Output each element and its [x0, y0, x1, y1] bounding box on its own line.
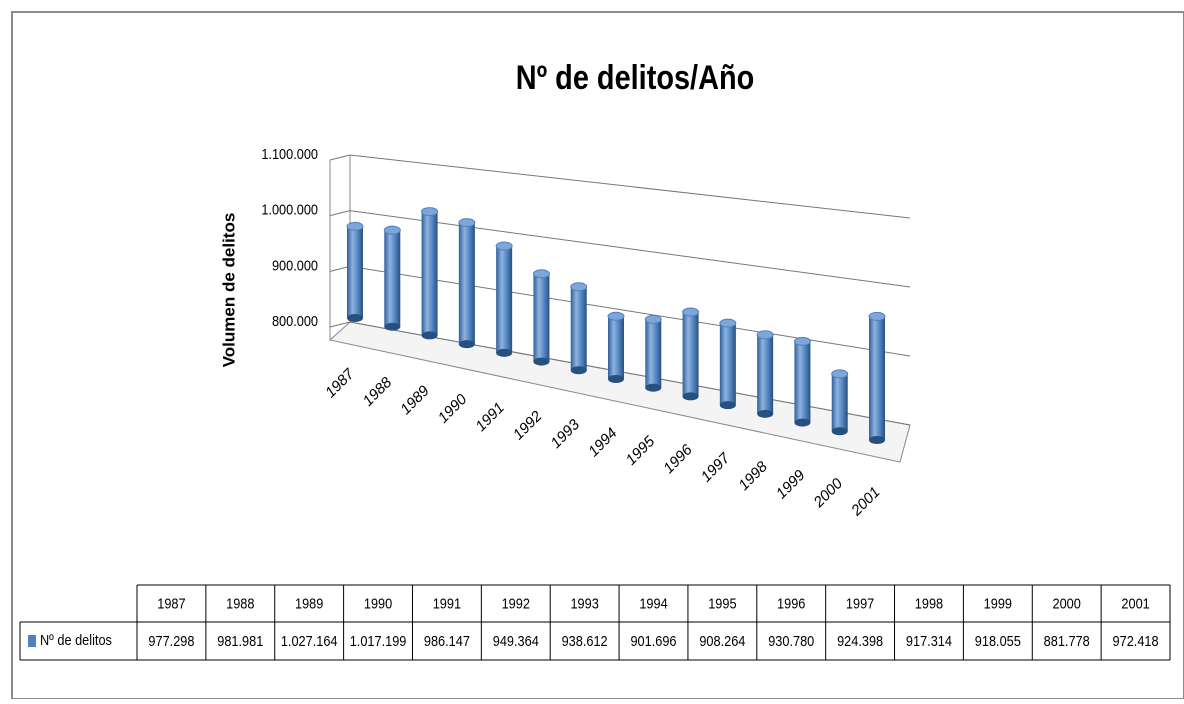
- bar-top: [421, 207, 439, 217]
- bar: [421, 211, 438, 336]
- bar-top: [682, 307, 700, 317]
- bar-top: [495, 241, 513, 251]
- bar-base: [347, 314, 363, 322]
- table-header: 1999: [984, 594, 1013, 611]
- table-value: 938.612: [562, 632, 608, 649]
- table-value: 930.780: [768, 632, 814, 649]
- table-value: 881.778: [1044, 632, 1090, 649]
- bar-top: [532, 269, 550, 279]
- bar-base: [645, 383, 662, 392]
- bar: [608, 316, 624, 379]
- bar-base: [458, 340, 475, 349]
- table-header: 1988: [226, 594, 255, 611]
- table-value: 972.418: [1113, 632, 1159, 649]
- table-header: 1992: [502, 594, 531, 611]
- bar-top: [756, 330, 774, 340]
- y-axis-title: Volumen de delitos: [219, 213, 238, 368]
- bar-top: [458, 218, 476, 228]
- table-value: 924.398: [837, 632, 883, 649]
- bar: [570, 286, 587, 371]
- table-header: 1998: [915, 594, 944, 611]
- bar-top: [570, 282, 588, 292]
- bar-base: [682, 392, 699, 401]
- grid-line: [329, 321, 351, 328]
- bar: [682, 312, 699, 397]
- bar: [794, 341, 811, 423]
- chart-title: Nº de delitos/Año: [516, 58, 755, 97]
- bar: [719, 323, 736, 406]
- bar: [757, 334, 774, 414]
- grid-line: [349, 265, 911, 357]
- legend-key: [28, 635, 36, 647]
- table-value: 1.027.164: [281, 632, 338, 649]
- table-header: 1996: [777, 594, 806, 611]
- table-header: 1990: [364, 594, 393, 611]
- bar-base: [757, 409, 774, 418]
- table-value: 981.981: [217, 632, 263, 649]
- legend-label: Nº de delitos: [40, 631, 112, 648]
- table-value: 908.264: [699, 632, 745, 649]
- table-header: 1994: [639, 594, 668, 611]
- grid-line: [349, 210, 911, 288]
- table-value: 917.314: [906, 632, 952, 649]
- grid-line: [349, 154, 911, 219]
- table-header: 1989: [295, 594, 324, 611]
- table-header: 1987: [157, 594, 186, 611]
- table-value: 1.017.199: [350, 632, 407, 649]
- bar: [645, 319, 662, 388]
- grid-line: [329, 154, 351, 161]
- table-value: 949.364: [493, 632, 539, 649]
- bar-base: [533, 357, 550, 366]
- bar-top: [831, 369, 849, 379]
- bar-top: [644, 314, 662, 324]
- bar-base: [719, 401, 736, 410]
- table-header: 1993: [570, 594, 599, 611]
- bar-base: [831, 427, 848, 436]
- bar-base: [421, 331, 438, 340]
- bar-top: [383, 225, 401, 235]
- bar-top: [868, 311, 886, 321]
- y-tick-label: 900.000: [272, 256, 318, 273]
- bar: [869, 316, 885, 440]
- table-header: 2001: [1121, 594, 1150, 611]
- bar: [347, 226, 363, 318]
- bar-top: [346, 221, 364, 231]
- y-tick-label: 1.100.000: [261, 145, 318, 162]
- bar-base: [608, 375, 624, 383]
- bar: [458, 222, 475, 345]
- y-tick-label: 1.000.000: [261, 201, 318, 218]
- table-header: 1995: [708, 594, 737, 611]
- table-value: 977.298: [148, 632, 194, 649]
- table-header: 1991: [433, 594, 462, 611]
- table-value: 901.696: [630, 632, 676, 649]
- bar: [384, 230, 401, 327]
- y-tick-label: 800.000: [272, 312, 318, 329]
- grid-line: [329, 210, 351, 217]
- bar-top: [719, 318, 737, 328]
- bar-top: [607, 311, 625, 321]
- bar-base: [794, 418, 811, 427]
- table-value: 986.147: [424, 632, 470, 649]
- bar-base: [869, 436, 885, 444]
- bar: [533, 273, 550, 362]
- bar-top: [793, 336, 811, 346]
- table-header: 1997: [846, 594, 875, 611]
- grid-line: [329, 265, 351, 272]
- grid-line: [349, 321, 911, 426]
- bar: [496, 246, 513, 353]
- table-value: 918.055: [975, 632, 1021, 649]
- bar-base: [496, 348, 513, 357]
- table-header: 2000: [1053, 594, 1082, 611]
- bar: [831, 373, 848, 432]
- bar-base: [384, 322, 401, 331]
- bar-base: [570, 366, 587, 375]
